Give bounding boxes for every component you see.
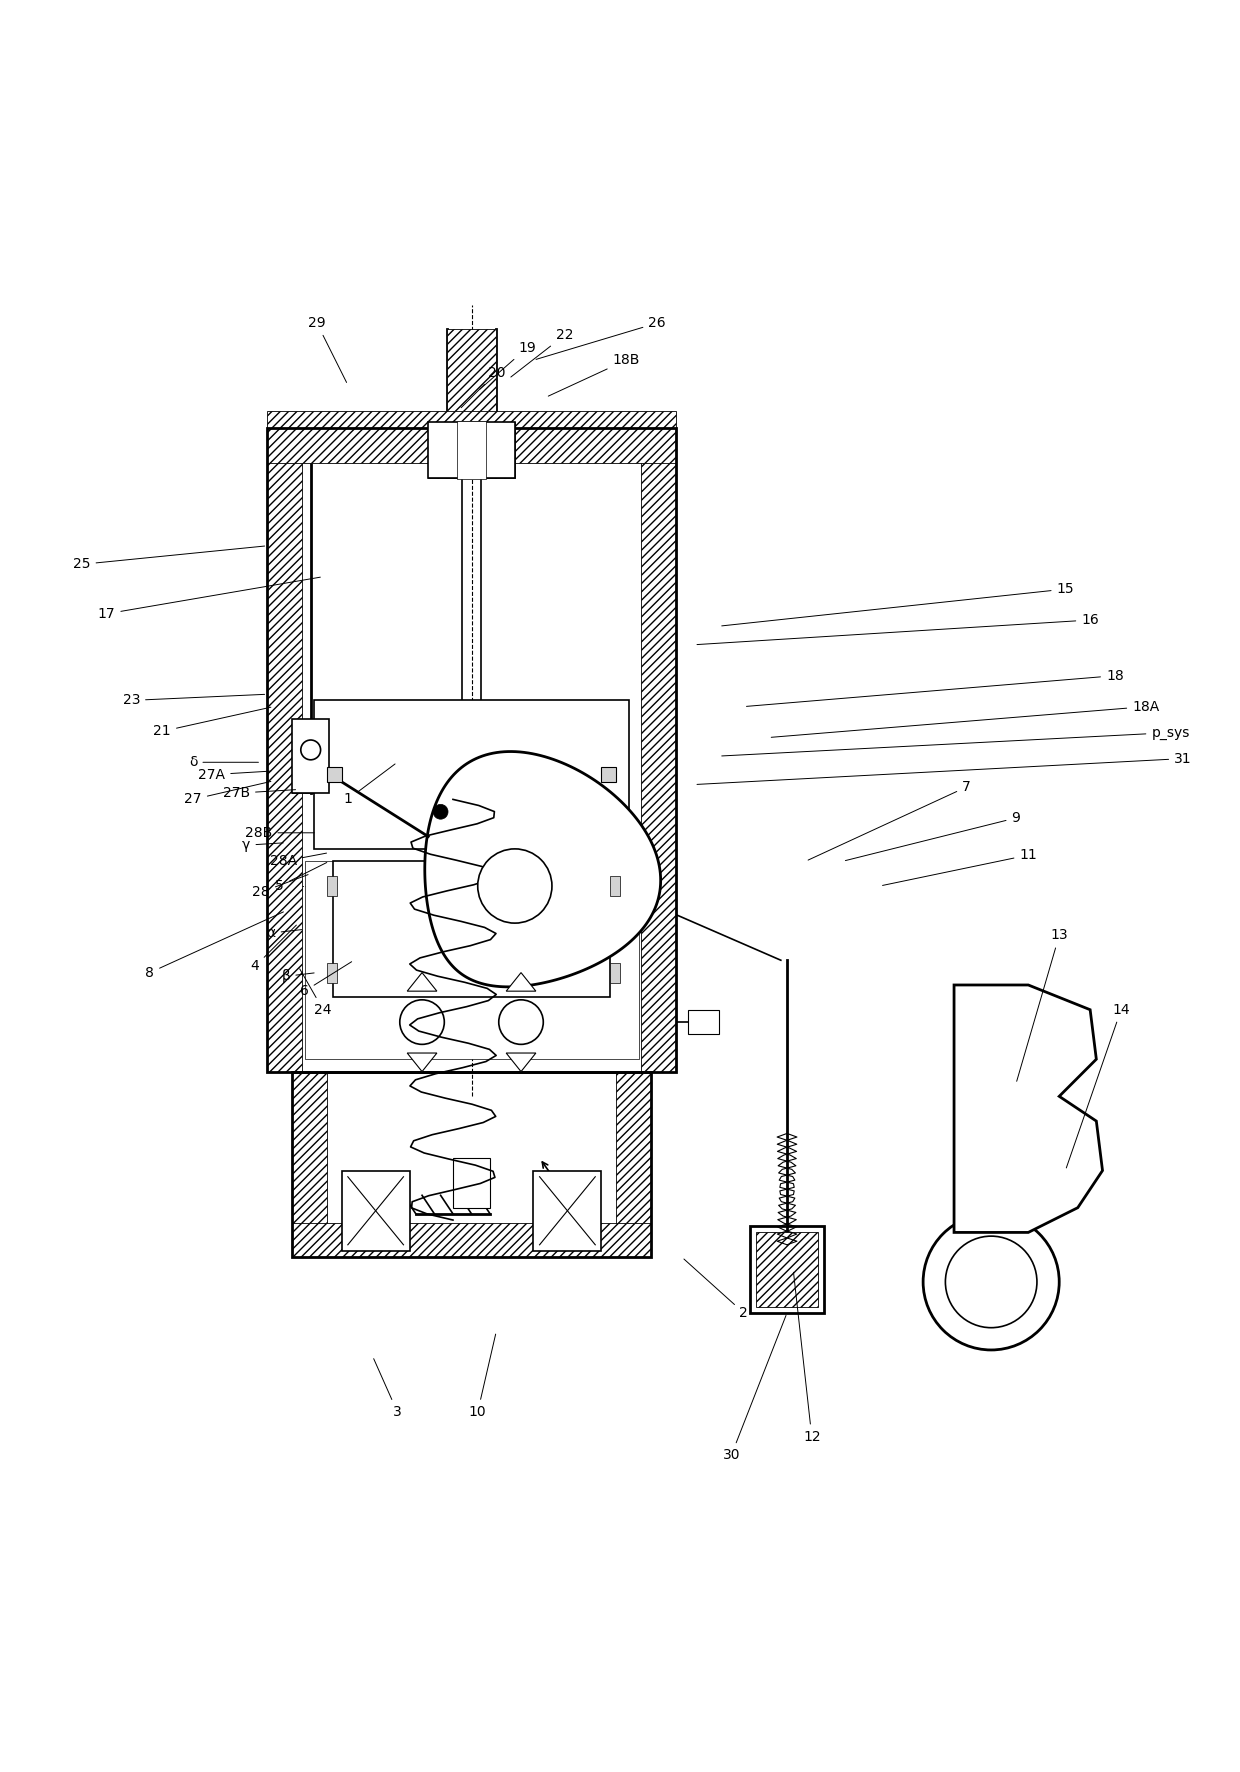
Polygon shape [407,1053,436,1072]
Text: 28B: 28B [246,826,314,840]
Text: 14: 14 [1066,1003,1130,1168]
Text: 9: 9 [846,812,1021,861]
Polygon shape [293,1072,327,1256]
Bar [601,767,616,781]
Bar [334,861,610,998]
Text: 25: 25 [73,546,264,571]
Bar [342,1171,409,1251]
Circle shape [301,741,321,760]
Polygon shape [268,429,676,462]
Text: 2: 2 [684,1260,748,1320]
Polygon shape [506,1053,536,1072]
Text: 5: 5 [275,863,327,893]
Text: 18B: 18B [548,353,640,397]
Bar [327,962,337,982]
Bar [456,420,486,478]
Polygon shape [293,1223,651,1256]
Bar [688,1010,719,1035]
Text: 27B: 27B [223,787,295,801]
Polygon shape [293,719,330,794]
Bar [750,1226,825,1313]
Text: 18: 18 [746,668,1123,707]
Text: 1: 1 [343,764,396,806]
Text: 24: 24 [300,969,332,1017]
Text: 13: 13 [1017,929,1068,1081]
Bar [453,1159,490,1209]
Text: 4: 4 [250,925,296,973]
Text: 10: 10 [469,1334,496,1419]
Polygon shape [425,751,661,987]
Polygon shape [407,973,436,991]
Polygon shape [268,429,303,1072]
Text: 23: 23 [123,693,264,707]
Polygon shape [641,429,676,1072]
Text: 28: 28 [253,875,308,898]
Polygon shape [616,1072,651,1256]
Text: α: α [267,927,301,939]
Polygon shape [446,330,496,478]
Bar [315,700,629,849]
Polygon shape [506,973,536,991]
Bar [533,1171,601,1251]
Text: 31: 31 [697,751,1192,785]
Circle shape [433,804,448,819]
Text: 19: 19 [480,340,536,390]
Text: 18A: 18A [771,700,1159,737]
Bar [268,429,676,1072]
Text: δ: δ [188,755,258,769]
Text: 7: 7 [808,780,971,859]
Bar [327,767,342,781]
Text: p_sys: p_sys [722,725,1189,757]
Bar [305,861,639,1060]
Polygon shape [954,985,1102,1232]
Bar [610,875,620,897]
Text: 28A: 28A [270,852,326,868]
Text: 21: 21 [154,707,270,739]
Text: 20: 20 [461,365,505,408]
Text: 6: 6 [300,962,352,998]
Text: 22: 22 [511,328,573,377]
Text: 11: 11 [883,849,1037,886]
Bar [293,719,330,794]
Circle shape [477,849,552,923]
Text: 15: 15 [722,581,1074,626]
Bar [293,1072,651,1256]
Polygon shape [756,1232,818,1306]
Text: 16: 16 [697,613,1099,645]
Polygon shape [428,422,515,478]
Text: 27A: 27A [198,767,270,781]
Text: 8: 8 [145,913,284,980]
Bar [610,962,620,982]
Text: 12: 12 [794,1272,821,1444]
Polygon shape [268,411,676,429]
Bar [428,422,515,478]
Bar [327,875,337,897]
Text: γ: γ [242,838,283,852]
Text: 29: 29 [308,315,346,383]
Text: 26: 26 [536,315,666,360]
Text: 17: 17 [98,578,320,620]
Text: 3: 3 [373,1359,402,1419]
Text: 30: 30 [723,1315,786,1462]
Text: 27: 27 [185,781,270,806]
Text: β: β [281,969,314,983]
